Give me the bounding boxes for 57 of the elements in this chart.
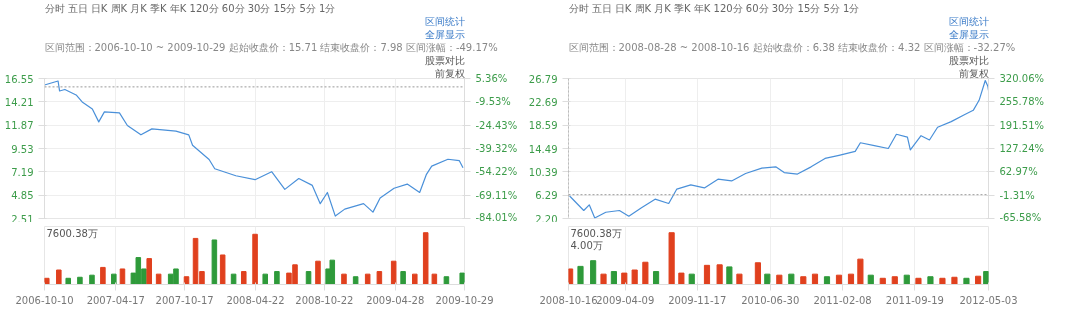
text: 区间统计 <box>948 15 989 27</box>
y2-tick-label: 127.24% <box>999 143 1044 154</box>
y-tick-label: 2.51 <box>11 213 34 225</box>
y2-tick-label: 62.97% <box>999 166 1038 178</box>
text: 股票对比 <box>424 54 465 66</box>
y-tick-label: 22.69 <box>528 96 558 108</box>
chart-subtitle: 区间范围：2006-10-10 ~ 2009-10-29 起始收盘价：15.71 结束收盘价：7.98 区间涨幅：-49.17% <box>44 41 498 53</box>
y-tick-label: 26.79 <box>528 73 558 85</box>
y2-tick-label: 255.78% <box>999 96 1044 108</box>
chart-title: 分时 五日 日K 周K 月K 季K 年K 120分 60分 30分 15分 5分 1分 <box>44 2 336 14</box>
y-tick-label: 11.87 <box>4 120 34 132</box>
y2-tick-label: -65.58% <box>999 211 1042 223</box>
x-tick-label: 2011-02-08 <box>813 294 872 306</box>
x-tick-label: 2009-10-29 <box>435 294 494 306</box>
y2-tick-label: 191.51% <box>999 119 1044 131</box>
text: 区间统计 <box>424 15 465 27</box>
y-tick-label: 7.19 <box>11 166 34 178</box>
x-tick-label: 2009-11-17 <box>668 294 727 306</box>
annotation: 4.00万 <box>570 239 603 251</box>
x-tick-label: 2012-05-03 <box>959 294 1018 306</box>
y2-tick-label: -24.43% <box>475 119 518 131</box>
y-tick-label: 6.29 <box>535 190 558 202</box>
x-tick-label: 2008-04-22 <box>226 294 285 306</box>
x-tick-label: 2006-10-10 <box>15 294 74 306</box>
x-tick-label: 2009-04-09 <box>596 294 655 306</box>
x-tick-label: 2007-10-17 <box>155 294 214 306</box>
y2-tick-label: -1.31% <box>999 189 1035 201</box>
y-tick-label: 14.49 <box>528 143 558 155</box>
x-tick-label: 2011-09-19 <box>885 294 944 306</box>
y2-tick-label: -69.11% <box>475 189 518 201</box>
chart-subtitle: 区间范围：2008-08-28 ~ 2008-10-16 起始收盘价：6.38 结束收盘价：4.32 区间涨幅：-32.27% <box>568 41 1016 53</box>
annotation: 前复权 <box>958 67 989 79</box>
y-tick-label: 16.55 <box>4 73 34 85</box>
y2-tick-label: -54.22% <box>475 166 518 178</box>
y-tick-label: 10.39 <box>528 166 558 178</box>
x-tick-label: 2010-06-30 <box>741 294 800 306</box>
y-tick-label: 14.21 <box>4 96 34 108</box>
y-tick-label: 18.59 <box>528 120 558 132</box>
y-tick-label: 4.85 <box>11 190 34 202</box>
y-tick-label: 9.53 <box>11 143 34 155</box>
x-tick-label: 2008-10-16 <box>539 294 598 306</box>
annotation: 前复权 <box>434 67 465 79</box>
y2-tick-label: -84.01% <box>475 211 518 223</box>
text: 全屏显示 <box>948 28 989 40</box>
x-tick-label: 2008-10-22 <box>295 294 354 306</box>
annotation: 7600.38万 <box>46 227 98 239</box>
y2-tick-label: 320.06% <box>999 73 1044 84</box>
x-tick-label: 2009-04-28 <box>366 294 425 306</box>
y2-tick-label: -39.32% <box>475 142 518 154</box>
y2-tick-label: 5.36% <box>475 73 508 84</box>
y2-tick-label: -9.53% <box>475 96 511 108</box>
annotation: 7600.38万 <box>570 227 622 239</box>
x-tick-label: 2007-04-17 <box>86 294 145 306</box>
y-tick-label: 2.20 <box>535 213 558 225</box>
text: 股票对比 <box>948 54 989 66</box>
text: 全屏显示 <box>424 28 465 40</box>
chart-title: 分时 五日 日K 周K 月K 季K 年K 120分 60分 30分 15分 5分 1分 <box>568 2 860 14</box>
